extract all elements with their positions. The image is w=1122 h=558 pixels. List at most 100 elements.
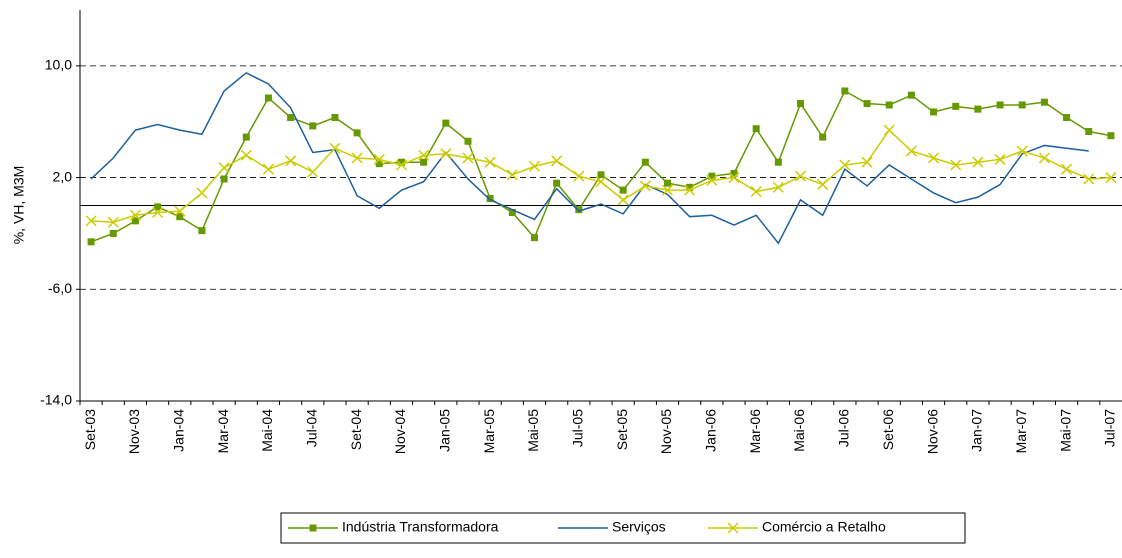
- data-point: [442, 119, 450, 127]
- data-point: [484, 156, 496, 168]
- data-point: [307, 166, 319, 178]
- data-point: [287, 114, 295, 122]
- data-point: [353, 129, 361, 137]
- series-line: [90, 71, 1089, 245]
- x-tick-label: Jan-04: [170, 409, 186, 452]
- data-point: [1018, 101, 1026, 109]
- data-point: [220, 175, 228, 183]
- data-point: [639, 180, 651, 192]
- data-point: [351, 152, 363, 164]
- data-point: [87, 238, 95, 246]
- data-point: [109, 229, 117, 237]
- data-point: [1016, 145, 1028, 157]
- data-point: [176, 213, 184, 221]
- data-point: [597, 171, 605, 179]
- data-point: [462, 152, 474, 164]
- data-point: [154, 203, 162, 211]
- data-point: [750, 186, 762, 198]
- x-tick-label: Mar-06: [747, 409, 763, 454]
- data-point: [575, 206, 583, 214]
- data-point: [928, 152, 940, 164]
- y-tick-label: 2,0: [53, 168, 73, 184]
- data-point: [817, 179, 829, 191]
- data-point: [841, 87, 849, 95]
- x-tick-label: Jan-06: [703, 409, 719, 452]
- x-tick-label: Set-03: [82, 409, 98, 450]
- data-point: [1040, 98, 1048, 106]
- y-tick-label: -14,0: [40, 392, 72, 408]
- x-tick-label: Nov-04: [392, 409, 408, 454]
- data-point: [595, 176, 607, 188]
- data-point: [1105, 172, 1117, 184]
- data-point: [930, 108, 938, 116]
- legend-marker: [727, 522, 739, 534]
- y-axis-label: %, VH, M3M: [11, 166, 27, 245]
- data-point: [309, 122, 317, 130]
- data-point: [131, 217, 139, 225]
- data-point: [641, 158, 649, 166]
- x-tick-label: Jan-07: [969, 409, 985, 452]
- data-point: [395, 159, 407, 171]
- x-tick-label: Nov-05: [658, 409, 674, 454]
- data-point: [819, 133, 827, 141]
- x-tick-label: Mar-05: [481, 409, 497, 454]
- data-point: [262, 163, 274, 175]
- x-tick-label: Jul-06: [836, 409, 852, 447]
- data-point: [952, 102, 960, 110]
- data-point: [1107, 132, 1115, 140]
- data-point: [972, 156, 984, 168]
- x-tick-label: Mai-07: [1057, 409, 1073, 452]
- data-point: [863, 100, 871, 108]
- legend-marker: [309, 524, 317, 532]
- x-tick-label: Mai-06: [791, 409, 807, 452]
- data-point: [1085, 127, 1093, 135]
- data-point: [1063, 114, 1071, 122]
- x-tick-label: Jul-04: [303, 409, 319, 447]
- data-point: [885, 101, 893, 109]
- data-point: [440, 148, 452, 160]
- data-point: [508, 208, 516, 216]
- x-tick-label: Set-04: [348, 409, 364, 450]
- data-point: [772, 181, 784, 193]
- data-point: [1061, 163, 1073, 175]
- x-tick-label: Set-05: [614, 409, 630, 450]
- data-point: [375, 160, 383, 168]
- x-tick-label: Set-06: [880, 409, 896, 450]
- legend-box: [280, 512, 966, 544]
- x-tick-label: Mar-04: [215, 409, 231, 454]
- x-tick-label: Mar-07: [1013, 409, 1029, 454]
- data-point: [198, 227, 206, 235]
- y-tick-label: -6,0: [48, 280, 72, 296]
- data-point: [708, 172, 716, 180]
- data-point: [152, 206, 164, 219]
- data-point: [774, 158, 782, 166]
- data-point: [907, 91, 915, 99]
- data-point: [686, 183, 694, 191]
- data-point: [684, 184, 696, 196]
- data-point: [373, 153, 385, 165]
- x-tick-label: Jul-05: [570, 409, 586, 447]
- data-point: [861, 156, 873, 168]
- data-point: [730, 169, 738, 177]
- data-point: [196, 187, 208, 199]
- data-point: [619, 186, 627, 194]
- data-point: [797, 100, 805, 108]
- data-point: [240, 149, 252, 161]
- data-point: [420, 158, 428, 166]
- x-tick-label: Jan-05: [437, 409, 453, 452]
- data-point: [996, 101, 1004, 109]
- legend-label: Serviços: [612, 519, 666, 535]
- data-point: [530, 234, 538, 242]
- data-point: [418, 149, 430, 161]
- data-point: [285, 155, 297, 167]
- data-point: [1083, 173, 1095, 185]
- data-point: [218, 162, 230, 174]
- data-point: [573, 170, 585, 182]
- data-point: [905, 145, 917, 157]
- legend-label: Comércio a Retalho: [762, 519, 886, 535]
- data-point: [174, 205, 186, 217]
- data-point: [85, 215, 97, 227]
- data-point: [107, 216, 119, 228]
- data-point: [974, 105, 982, 113]
